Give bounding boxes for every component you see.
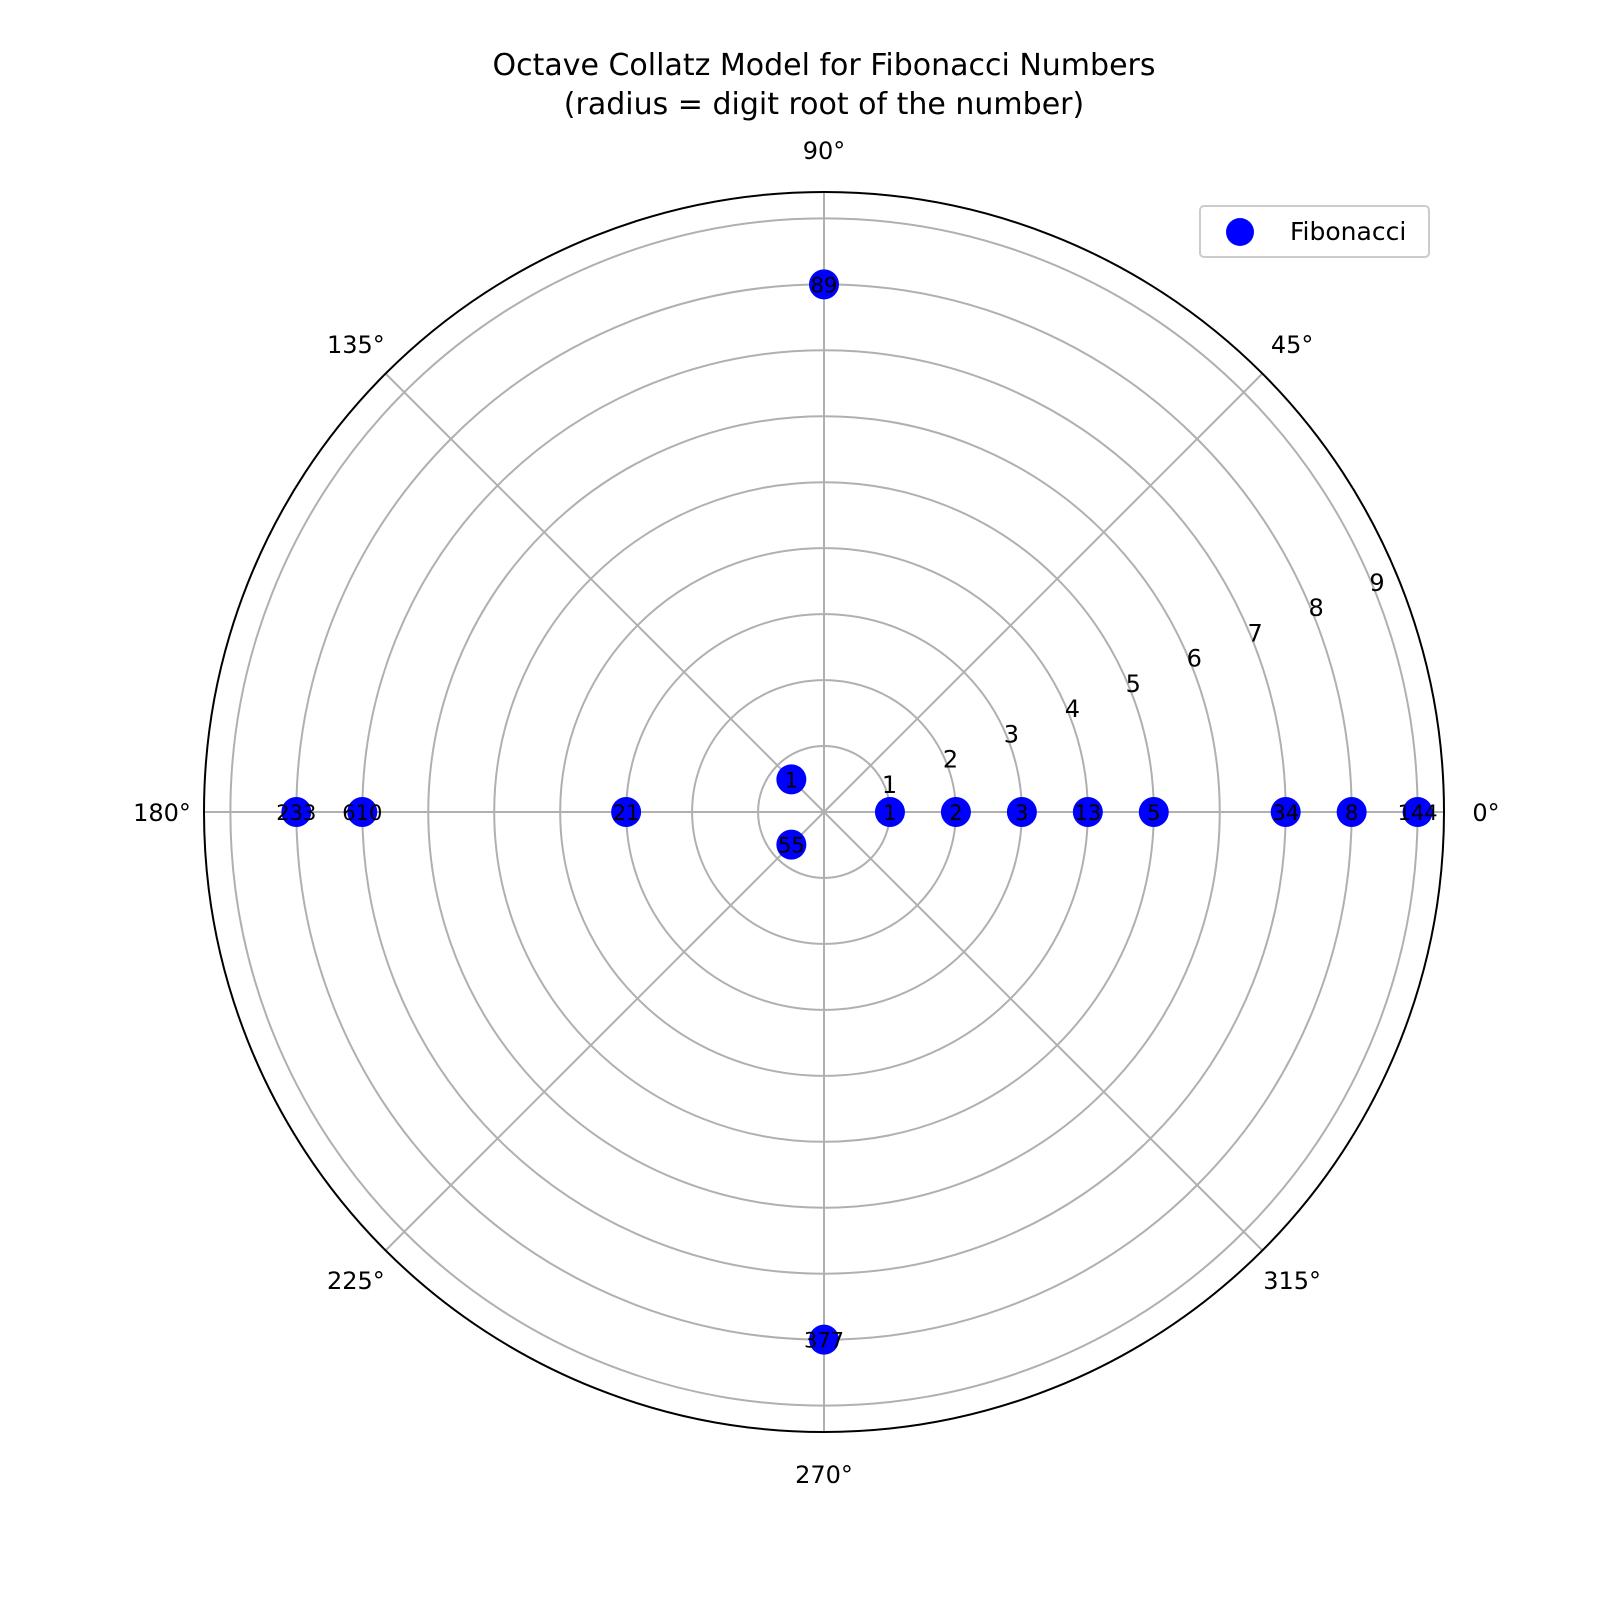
angular-gridline <box>384 811 825 1252</box>
data-point-marker <box>611 797 642 827</box>
data-point-marker <box>1138 797 1169 827</box>
data-point-label: 610 <box>342 801 382 825</box>
data-point-marker <box>347 797 378 827</box>
radial-tick-label: 8 <box>1308 594 1323 622</box>
data-point-marker <box>809 1324 839 1355</box>
data-point-label: 55 <box>778 834 805 858</box>
data-point-marker <box>776 764 807 795</box>
angle-tick-label: 0° <box>1472 799 1499 827</box>
angle-tick-label: 270° <box>795 1461 853 1489</box>
data-point-label: 2 <box>949 801 962 825</box>
data-point-label: 1 <box>785 768 798 792</box>
radial-tick-label: 9 <box>1369 569 1384 597</box>
data-point-marker <box>1270 797 1301 827</box>
angular-gridline <box>384 372 825 813</box>
radial-tick-label: 5 <box>1126 670 1141 698</box>
data-point-marker <box>1336 797 1367 827</box>
data-point-label: 144 <box>1398 801 1438 825</box>
data-point-label: 21 <box>613 801 640 825</box>
legend-label: Fibonacci <box>1290 217 1406 246</box>
data-point-label: 8 <box>1345 801 1358 825</box>
radial-tick-label: 6 <box>1187 645 1202 673</box>
angle-tick-label: 315° <box>1263 1267 1321 1295</box>
data-point-label: 89 <box>811 273 838 297</box>
radial-tick-label: 1 <box>882 771 897 799</box>
angular-gridline <box>823 372 1264 813</box>
data-point-label: 377 <box>804 1329 844 1353</box>
legend-marker <box>1226 218 1254 246</box>
data-point-marker <box>874 797 905 827</box>
radial-tick-label: 2 <box>943 746 958 774</box>
data-point-marker <box>776 829 807 860</box>
chart-title: Octave Collatz Model for Fibonacci Numbe… <box>492 48 1155 83</box>
radial-tick-label: 7 <box>1248 619 1263 647</box>
data-point-marker <box>1006 797 1037 827</box>
data-point-label: 3 <box>1015 801 1028 825</box>
legend-box <box>1199 205 1430 258</box>
angle-tick-label: 90° <box>803 137 846 165</box>
data-point-marker <box>809 269 839 300</box>
data-point-label: 13 <box>1074 801 1101 825</box>
data-point-marker <box>1072 797 1103 827</box>
angle-tick-label: 135° <box>327 331 385 359</box>
data-point-marker <box>281 797 312 827</box>
angle-tick-label: 45° <box>1271 331 1314 359</box>
data-point-label: 5 <box>1147 801 1160 825</box>
angle-tick-label: 180° <box>133 799 191 827</box>
angle-tick-label: 225° <box>327 1267 385 1295</box>
radial-tick-label: 3 <box>1004 720 1019 748</box>
data-point-label: 233 <box>276 801 316 825</box>
chart-subtitle: (radius = digit root of the number) <box>564 87 1084 122</box>
data-point-marker <box>940 797 971 827</box>
radial-tick-label: 4 <box>1065 695 1080 723</box>
data-point-label: 1 <box>883 801 896 825</box>
legend: Fibonacci <box>1199 205 1430 258</box>
data-point-label: 34 <box>1272 801 1299 825</box>
angular-gridline <box>823 811 1264 1252</box>
polar-spine <box>203 191 1445 1433</box>
polar-grid <box>203 191 1445 1433</box>
data-point-marker <box>1402 797 1433 827</box>
